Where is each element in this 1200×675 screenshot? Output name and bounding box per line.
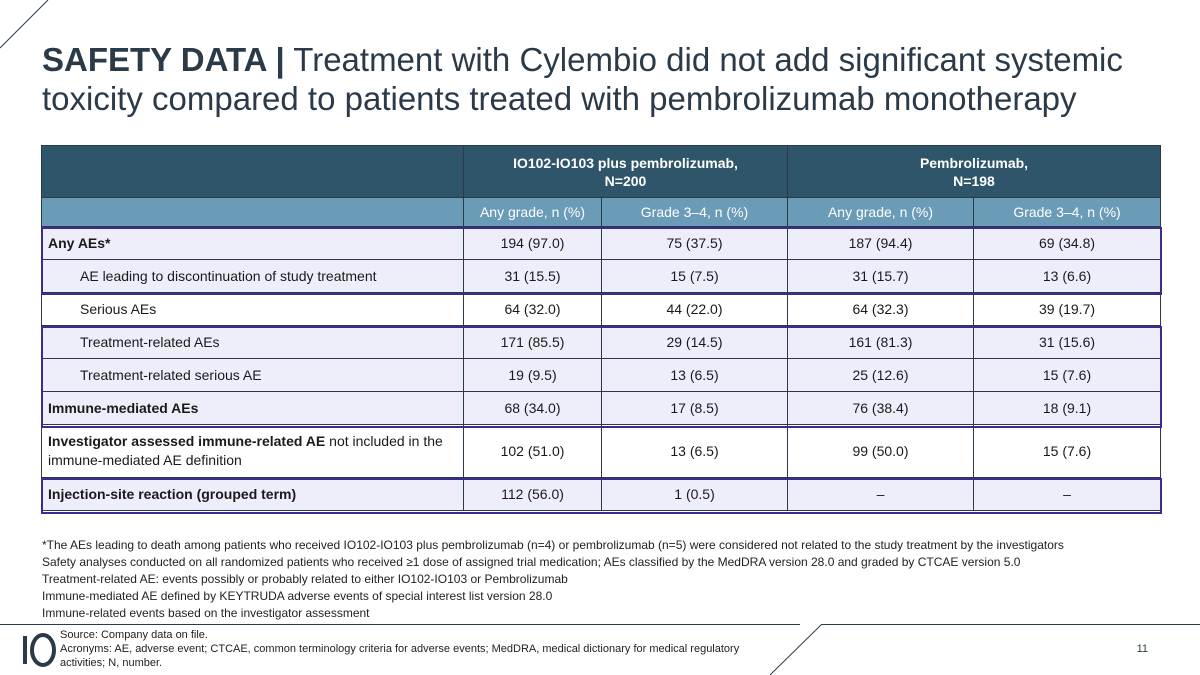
row-label: Immune-mediated AEs [41, 391, 464, 425]
table-row: Investigator assessed immune-related AE … [41, 424, 1162, 478]
cell: 102 (51.0) [463, 424, 602, 478]
cell: – [972, 477, 1162, 511]
cell: 18 (9.1) [972, 391, 1162, 425]
row-label: Treatment-related AEs [41, 325, 464, 359]
subheader-any-grade: Any grade, n (%) [787, 197, 974, 227]
corner-decoration [0, 0, 49, 49]
cell: 171 (85.5) [463, 325, 602, 359]
subheader-grade-3-4: Grade 3–4, n (%) [972, 197, 1162, 227]
cell: 13 (6.5) [601, 424, 788, 478]
table-row: Treatment-related AEs 171 (85.5) 29 (14.… [41, 325, 1162, 359]
row-label: Treatment-related serious AE [41, 358, 464, 392]
subheader-grade-3-4: Grade 3–4, n (%) [601, 197, 788, 227]
cell: – [787, 477, 974, 511]
footnote: Treatment-related AE: events possibly or… [42, 572, 568, 586]
table-row: Treatment-related serious AE 19 (9.5) 13… [41, 358, 1162, 392]
page-title: SAFETY DATA | Treatment with Cylembio di… [42, 40, 1172, 118]
footer-divider-left [0, 624, 800, 625]
footer-diagonal-decoration [769, 624, 823, 675]
cell: 187 (94.4) [787, 226, 974, 260]
group-header-combo-line2: N=200 [604, 172, 647, 189]
cell: 15 (7.6) [972, 424, 1162, 478]
cell: 31 (15.5) [463, 259, 602, 293]
cell: 31 (15.6) [972, 325, 1162, 359]
group-header-combo-line1: IO102-IO103 plus pembrolizumab, [513, 154, 738, 171]
cell: 19 (9.5) [463, 358, 602, 392]
cell: 31 (15.7) [787, 259, 974, 293]
cell: 112 (56.0) [463, 477, 602, 511]
group-header-combo: IO102-IO103 plus pembrolizumab, N=200 [463, 145, 788, 198]
row-label-bold: Investigator assessed immune-related AE [48, 433, 326, 449]
footnote: Immune-mediated AE defined by KEYTRUDA a… [42, 589, 553, 603]
footnotes: *The AEs leading to death among patients… [42, 537, 1172, 622]
cell: 69 (34.8) [972, 226, 1162, 260]
group-header-pembro-line1: Pembrolizumab, [919, 154, 1029, 171]
title-bold: SAFETY DATA | [42, 41, 285, 78]
source-line: Source: Company data on file. [60, 629, 208, 641]
row-label: Serious AEs [41, 292, 464, 326]
cell: 25 (12.6) [787, 358, 974, 392]
table-row: Serious AEs 64 (32.0) 44 (22.0) 64 (32.3… [41, 292, 1162, 326]
footnote: Immune-related events based on the inves… [42, 606, 370, 620]
cell: 13 (6.5) [601, 358, 788, 392]
acronyms-line: Acronyms: AE, adverse event; CTCAE, comm… [60, 643, 740, 669]
table-row: Immune-mediated AEs 68 (34.0) 17 (8.5) 7… [41, 391, 1162, 425]
header-blank [41, 145, 464, 198]
cell: 194 (97.0) [463, 226, 602, 260]
cell: 161 (81.3) [787, 325, 974, 359]
cell: 44 (22.0) [601, 292, 788, 326]
row-label: Injection-site reaction (grouped term) [41, 477, 464, 511]
cell: 64 (32.3) [787, 292, 974, 326]
cell: 64 (32.0) [463, 292, 602, 326]
cell: 99 (50.0) [787, 424, 974, 478]
source-note: Source: Company data on file. Acronyms: … [60, 628, 780, 670]
cell: 29 (14.5) [601, 325, 788, 359]
page-number: 11 [1136, 643, 1148, 655]
table-row: Injection-site reaction (grouped term) 1… [41, 477, 1162, 511]
cell: 76 (38.4) [787, 391, 974, 425]
footer-divider-right [822, 624, 1200, 625]
cell: 75 (37.5) [601, 226, 788, 260]
group-header-pembro: Pembrolizumab, N=198 [786, 145, 1162, 198]
safety-table: IO102-IO103 plus pembrolizumab, N=200 Pe… [41, 145, 1162, 511]
row-label: AE leading to discontinuation of study t… [41, 259, 464, 293]
cell: 15 (7.6) [972, 358, 1162, 392]
row-label-rest: not included in the immune-mediated AE d… [48, 433, 443, 468]
table-row: AE leading to discontinuation of study t… [41, 259, 1162, 293]
row-label: Any AEs* [41, 226, 464, 260]
cell: 1 (0.5) [601, 477, 788, 511]
subheader-blank [41, 197, 464, 227]
table-row: Any AEs* 194 (97.0) 75 (37.5) 187 (94.4)… [41, 226, 1162, 260]
cell: 15 (7.5) [601, 259, 788, 293]
cell: 39 (19.7) [972, 292, 1162, 326]
title-text: Treatment with Cylembio did not add sign… [42, 41, 1123, 117]
group-header-pembro-line2: N=198 [953, 172, 995, 189]
cell: 17 (8.5) [601, 391, 788, 425]
subheader-any-grade: Any grade, n (%) [463, 197, 602, 227]
cell: 13 (6.6) [972, 259, 1162, 293]
row-label: Investigator assessed immune-related AE … [41, 424, 464, 478]
cell: 68 (34.0) [463, 391, 602, 425]
footnote: *The AEs leading to death among patients… [42, 538, 1064, 552]
footnote: Safety analyses conducted on all randomi… [42, 555, 1021, 569]
company-logo-icon [23, 633, 56, 667]
